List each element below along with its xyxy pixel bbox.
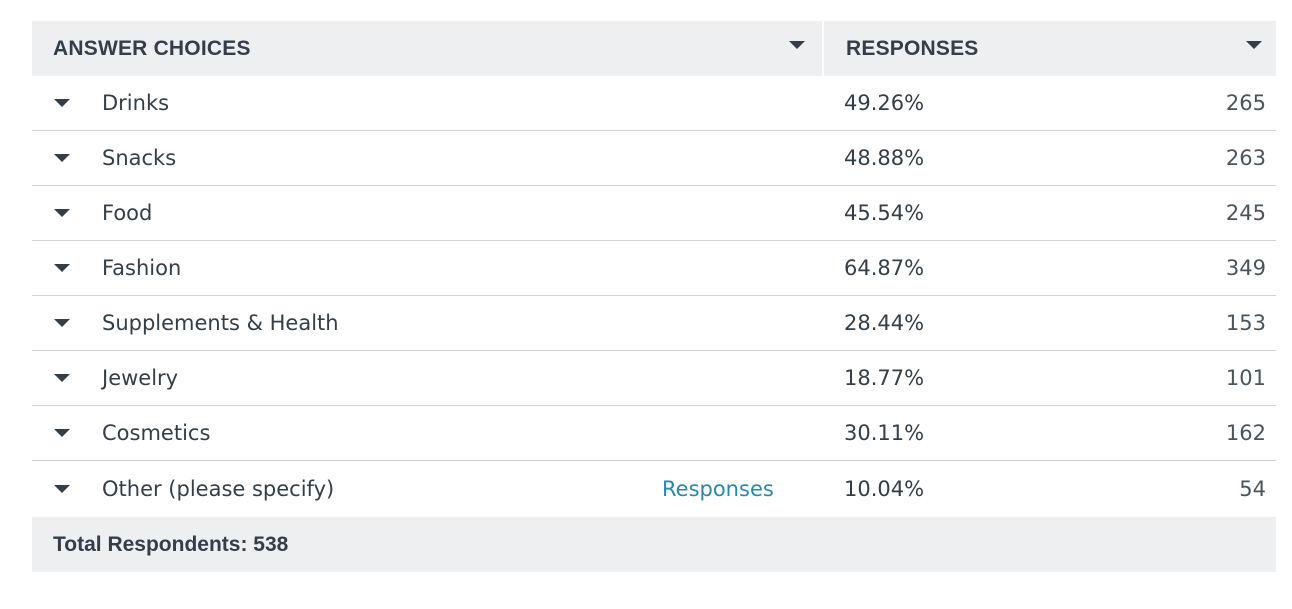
- answer-choices-table: ANSWER CHOICES RESPONSES Drinks 49.26% 2…: [32, 21, 1276, 572]
- answer-choices-header-label: ANSWER CHOICES: [53, 36, 251, 60]
- row-expand-caret-icon[interactable]: [54, 99, 70, 107]
- response-percentage: 18.77%: [844, 366, 925, 390]
- response-count: 153: [1225, 311, 1266, 335]
- answer-choices-header[interactable]: ANSWER CHOICES: [32, 21, 824, 76]
- response-percentage: 64.87%: [844, 256, 925, 280]
- responses-header[interactable]: RESPONSES: [824, 21, 1276, 76]
- row-expand-caret-icon[interactable]: [54, 374, 70, 382]
- table-row: Jewelry 18.77% 101: [32, 351, 1276, 406]
- table-row: Fashion 64.87% 349: [32, 241, 1276, 296]
- response-count: 245: [1225, 201, 1266, 225]
- response-count: 263: [1225, 146, 1266, 170]
- response-count: 54: [1239, 477, 1266, 501]
- row-expand-caret-icon[interactable]: [54, 154, 70, 162]
- response-percentage: 49.26%: [844, 91, 925, 115]
- row-expand-caret-icon[interactable]: [54, 485, 70, 493]
- responses-link[interactable]: Responses: [662, 477, 774, 501]
- response-percentage: 48.88%: [844, 146, 925, 170]
- responses-sort-caret-icon[interactable]: [1246, 41, 1262, 49]
- response-percentage: 28.44%: [844, 311, 925, 335]
- response-count: 162: [1225, 421, 1266, 445]
- answer-choice-label: Supplements & Health: [102, 311, 339, 335]
- answer-choice-label: Cosmetics: [102, 421, 211, 445]
- answer-choice-label: Jewelry: [102, 366, 179, 390]
- total-respondents: Total Respondents: 538: [53, 532, 289, 556]
- response-percentage: 10.04%: [844, 477, 925, 501]
- table-header: ANSWER CHOICES RESPONSES: [32, 21, 1276, 76]
- response-count: 101: [1225, 366, 1266, 390]
- table-row: Drinks 49.26% 265: [32, 76, 1276, 131]
- answer-choice-label: Snacks: [102, 146, 177, 170]
- response-percentage: 45.54%: [844, 201, 925, 225]
- table-row: Snacks 48.88% 263: [32, 131, 1276, 186]
- table-row: Other (please specify) Responses 10.04% …: [32, 461, 1276, 517]
- answer-choices-sort-caret-icon[interactable]: [789, 41, 805, 49]
- response-percentage: 30.11%: [844, 421, 925, 445]
- responses-header-label: RESPONSES: [846, 36, 979, 60]
- response-count: 349: [1225, 256, 1266, 280]
- answer-choice-label: Other (please specify): [102, 477, 335, 501]
- row-expand-caret-icon[interactable]: [54, 429, 70, 437]
- answer-choice-label: Fashion: [102, 256, 182, 280]
- answer-choice-label: Food: [102, 201, 153, 225]
- row-expand-caret-icon[interactable]: [54, 209, 70, 217]
- row-expand-caret-icon[interactable]: [54, 264, 70, 272]
- table-footer: Total Respondents: 538: [32, 517, 1276, 572]
- table-row: Food 45.54% 245: [32, 186, 1276, 241]
- table-row: Supplements & Health 28.44% 153: [32, 296, 1276, 351]
- response-count: 265: [1225, 91, 1266, 115]
- answer-choice-label: Drinks: [102, 91, 170, 115]
- table-row: Cosmetics 30.11% 162: [32, 406, 1276, 461]
- row-expand-caret-icon[interactable]: [54, 319, 70, 327]
